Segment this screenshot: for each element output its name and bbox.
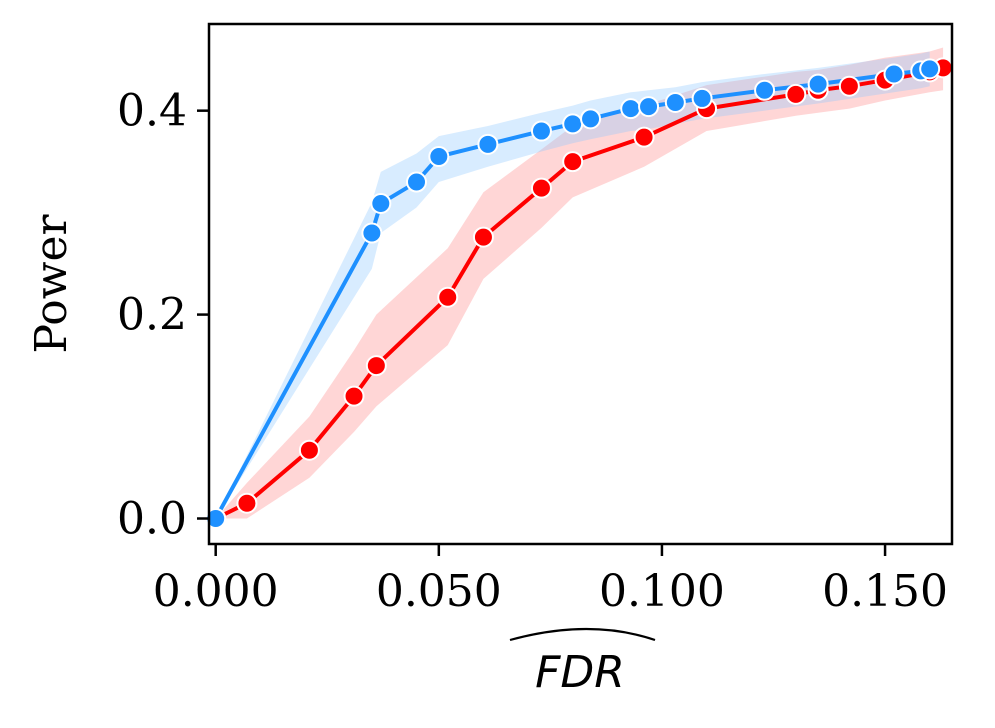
point-blue: [883, 63, 905, 85]
x-axis-label: FDR: [535, 647, 625, 698]
point-blue: [428, 146, 450, 168]
point-blue: [807, 73, 829, 95]
point-red: [437, 286, 459, 308]
point-red: [343, 385, 365, 407]
x-tick-label: 0.000: [153, 566, 279, 617]
band-blue: [215, 51, 930, 519]
markers-layer: [205, 57, 954, 530]
x-tick-label: 0.150: [822, 566, 948, 617]
plot-frame: [207, 22, 954, 546]
point-red: [472, 226, 494, 248]
point-blue: [638, 96, 660, 118]
x-tick-label: 0.100: [599, 566, 725, 617]
x-tick-label: 0.050: [376, 566, 502, 617]
x-axis-label-hat: [509, 627, 656, 642]
y-tick-label: 0.0: [117, 494, 187, 545]
point-blue: [530, 120, 552, 142]
y-tick-label: 0.2: [117, 290, 187, 341]
y-axis-label: Power: [26, 214, 77, 354]
point-blue: [477, 133, 499, 155]
point-red: [838, 75, 860, 97]
y-tick-label: 0.4: [117, 86, 187, 137]
point-red: [562, 151, 584, 173]
point-blue: [580, 108, 602, 130]
point-blue: [406, 171, 428, 193]
bands-layer: [215, 47, 944, 519]
point-blue: [361, 222, 383, 244]
band-red: [215, 47, 944, 519]
point-blue: [620, 98, 642, 120]
point-blue: [664, 92, 686, 114]
point-red: [633, 126, 655, 148]
point-blue: [370, 192, 392, 214]
point-red: [530, 177, 552, 199]
point-blue: [562, 113, 584, 135]
point-red: [298, 439, 320, 461]
y-axis: 0.0 0.2 0.4: [117, 86, 209, 545]
point-red: [236, 492, 258, 514]
point-blue: [754, 79, 776, 101]
point-blue: [919, 58, 941, 80]
point-red: [785, 83, 807, 105]
x-axis: 0.000 0.050 0.100 0.150: [153, 544, 948, 617]
point-red: [365, 355, 387, 377]
point-blue: [691, 87, 713, 109]
